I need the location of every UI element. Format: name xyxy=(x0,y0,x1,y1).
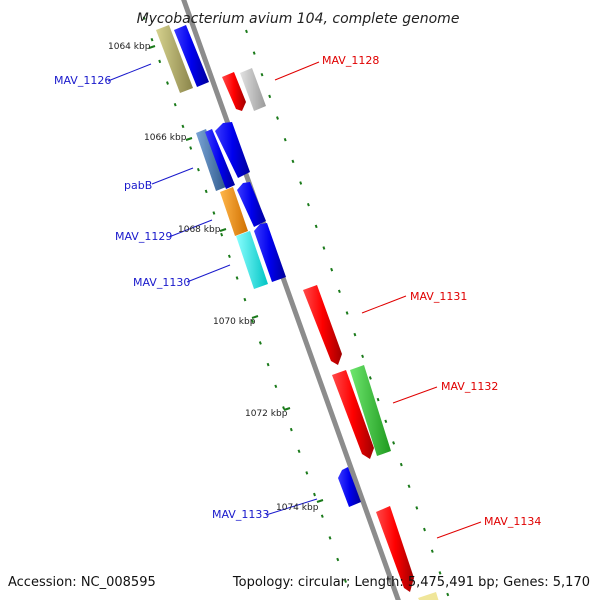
right-track-dot xyxy=(368,376,372,380)
outer-left-track-dot xyxy=(158,59,162,64)
outer-left-track-dot xyxy=(289,427,293,432)
label-mav1129[interactable]: MAV_1129 xyxy=(115,230,172,243)
plus-strand-genes xyxy=(222,68,439,600)
gene-mav1126-olive xyxy=(156,25,193,93)
leader-lines xyxy=(107,61,482,539)
gene-mav1128-silver xyxy=(240,68,266,111)
gene-mav1127 xyxy=(215,122,250,178)
tick-label-1064: 1064 kbp xyxy=(108,42,151,52)
outer-left-track-dot xyxy=(297,449,301,454)
outer-left-track-dot xyxy=(258,341,262,345)
right-track-dot xyxy=(306,202,310,207)
accession-text: Accession: NC_008595 xyxy=(8,575,156,590)
tick-label-1074: 1074 kbp xyxy=(276,503,319,513)
gene-mav1134 xyxy=(376,506,414,592)
outer-left-track-dot xyxy=(344,579,347,583)
right-track-dot xyxy=(345,311,349,315)
minus-strand-genes xyxy=(156,25,361,507)
outer-left-track-dot xyxy=(266,362,270,367)
label-mav1132[interactable]: MAV_1132 xyxy=(441,380,498,393)
outer-left-track-dot xyxy=(181,124,185,129)
label-mav1134[interactable]: MAV_1134 xyxy=(484,515,541,528)
guide-tracks xyxy=(142,16,450,597)
label-mav1126[interactable]: MAV_1126 xyxy=(54,74,111,87)
right-track-dot xyxy=(299,181,303,185)
outer-left-track-dot xyxy=(173,102,177,107)
right-track-dot xyxy=(276,116,279,120)
gene-mav1126 xyxy=(174,25,209,87)
gene-pabB-steel xyxy=(196,129,226,191)
gene-mav1129 xyxy=(237,182,266,227)
genome-backbone xyxy=(181,0,401,600)
gene-mav1128 xyxy=(222,72,246,111)
right-track-dot xyxy=(252,51,256,55)
tick-label-1072: 1072 kbp xyxy=(245,409,288,419)
right-track-dot xyxy=(399,462,403,467)
outer-left-track-dot xyxy=(313,492,316,497)
map-title: Mycobacterium avium 104, complete genome xyxy=(137,11,460,27)
tick-label-1070: 1070 kbp xyxy=(213,317,256,327)
outer-left-track-dot xyxy=(220,232,224,237)
outer-left-track-dot xyxy=(305,471,309,475)
ruler-ticks xyxy=(148,45,324,503)
right-track-dot xyxy=(322,246,326,250)
outer-left-track-dot xyxy=(328,536,332,540)
label-mav1130[interactable]: MAV_1130 xyxy=(133,276,190,289)
tick-label-1066: 1066 kbp xyxy=(144,133,187,143)
topology-text: Topology: circular; Length: 5,475,491 bp… xyxy=(232,575,590,590)
right-track-dot xyxy=(314,224,318,229)
outer-left-track-dot xyxy=(189,146,193,150)
outer-left-track-dot xyxy=(320,514,324,518)
gene-bottom-cream xyxy=(418,592,439,600)
gene-pabB xyxy=(205,129,235,189)
label-mav1128[interactable]: MAV_1128 xyxy=(322,54,379,67)
outer-left-track-dot xyxy=(150,37,154,42)
right-track-dot xyxy=(260,72,264,77)
outer-left-track-dot xyxy=(235,276,239,280)
right-track-dot xyxy=(283,137,287,142)
right-track-dot xyxy=(337,289,341,294)
outer-left-track-dot xyxy=(282,406,286,410)
outer-left-track-dot xyxy=(204,189,208,194)
gene-mav1132 xyxy=(332,370,374,459)
label-pabB[interactable]: pabB xyxy=(124,179,152,192)
outer-left-track-dot xyxy=(336,557,340,562)
tick-label-1068: 1068 kbp xyxy=(178,225,221,235)
label-mav1131[interactable]: MAV_1131 xyxy=(410,290,467,303)
right-track-dot xyxy=(376,397,380,402)
outer-left-track-dot xyxy=(227,254,231,259)
right-track-dot xyxy=(384,419,388,424)
right-track-dot xyxy=(268,94,272,99)
gene-mav1130 xyxy=(254,223,286,282)
gene-mav1132-green xyxy=(350,365,391,456)
outer-left-track-dot xyxy=(166,81,169,85)
right-track-dot xyxy=(415,506,419,510)
right-track-dot xyxy=(245,29,248,34)
right-track-dot xyxy=(330,267,334,272)
right-track-dot xyxy=(291,159,295,164)
gene-mav1130-cyan xyxy=(236,231,268,289)
outer-left-track-dot xyxy=(274,384,278,389)
right-track-dot xyxy=(430,549,434,553)
outer-left-track-dot xyxy=(243,297,247,302)
label-mav1133[interactable]: MAV_1133 xyxy=(212,508,269,521)
outer-left-track-dot xyxy=(142,16,146,20)
outer-left-track-dot xyxy=(212,211,216,215)
right-track-dot xyxy=(446,592,450,597)
right-track-dot xyxy=(438,571,442,575)
right-track-dot xyxy=(392,441,396,445)
right-track-dot xyxy=(353,332,357,337)
right-track-dot xyxy=(423,527,426,532)
gene-mav1133 xyxy=(338,467,361,507)
outer-left-track-dot xyxy=(251,319,255,324)
outer-left-track-dot xyxy=(196,167,200,172)
right-track-dot xyxy=(361,354,365,359)
gene-mav1129-orange xyxy=(220,187,248,236)
right-track-dot xyxy=(407,484,411,489)
gene-mav1131 xyxy=(303,285,342,365)
